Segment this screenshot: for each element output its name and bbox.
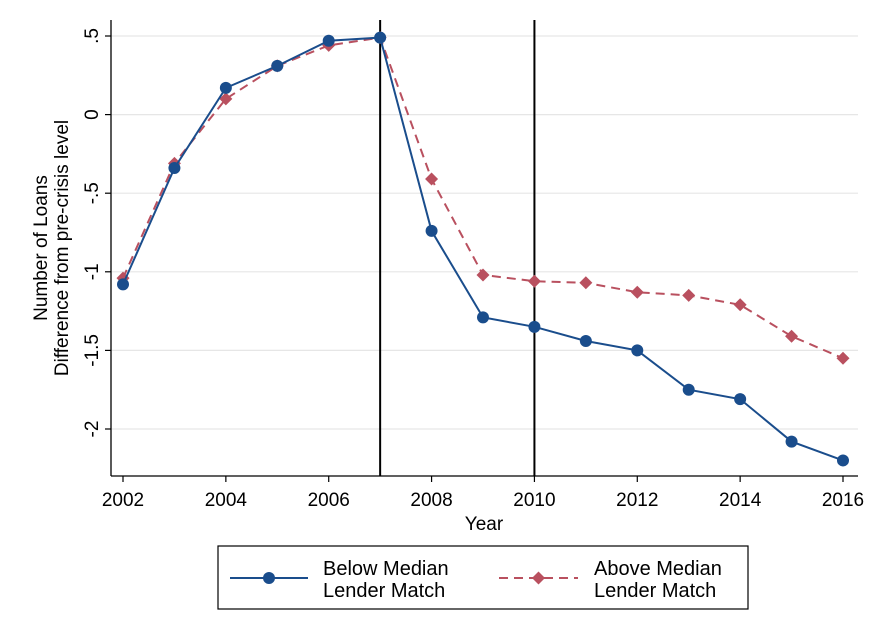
x-tick-label: 2012 <box>616 490 658 511</box>
legend-label-below-median-line-1: Below Median <box>323 558 449 580</box>
x-tick-label: 2002 <box>102 490 144 511</box>
data-point <box>682 288 696 302</box>
data-point <box>579 334 592 347</box>
data-point <box>579 276 593 290</box>
x-tick-label: 2008 <box>410 490 452 511</box>
y-axis-title: Number of Loans Difference from pre-cris… <box>31 120 73 376</box>
y-axis-title-line-1: Number of Loans <box>31 175 52 321</box>
data-point <box>476 268 490 282</box>
y-tick-label: -2 <box>82 421 103 438</box>
gridlines <box>111 35 858 430</box>
data-point <box>271 59 284 72</box>
data-point <box>682 383 695 396</box>
data-point <box>734 393 747 406</box>
y-tick-label: 0 <box>82 109 103 120</box>
x-axis-ticks: 2002 2004 2006 2008 2010 2012 2014 2016 <box>102 476 864 511</box>
data-point <box>528 320 541 333</box>
event-lines <box>379 20 536 476</box>
x-tick-label: 2006 <box>308 490 350 511</box>
x-tick-label: 2014 <box>719 490 762 511</box>
legend-marker <box>532 571 545 585</box>
y-axis-title-line-2: Difference from pre-crisis level <box>52 120 73 376</box>
data-point <box>425 224 438 237</box>
y-tick-label: -.5 <box>82 182 103 204</box>
data-point <box>374 31 387 44</box>
legend: Below Median Lender Match Above Median L… <box>217 545 749 610</box>
x-axis-title: Year <box>465 514 504 535</box>
data-point <box>527 274 541 288</box>
legend-key-above-median <box>499 571 578 585</box>
data-point <box>785 435 798 448</box>
series-below-median <box>117 31 849 467</box>
data-point <box>837 454 849 467</box>
x-tick-label: 2004 <box>205 490 248 511</box>
legend-key-below-median <box>230 572 308 584</box>
data-point <box>117 278 129 291</box>
data-point <box>168 162 181 175</box>
data-point <box>477 311 489 324</box>
data-point <box>322 34 335 47</box>
data-point <box>785 329 799 343</box>
y-tick-label: -1.5 <box>82 334 103 367</box>
x-tick-label: 2010 <box>513 490 555 511</box>
data-point <box>425 172 439 186</box>
series <box>116 31 850 467</box>
y-tick-label: -1 <box>82 263 103 280</box>
legend-marker <box>263 572 275 584</box>
legend-label-below-median-line-2: Lender Match <box>323 580 445 602</box>
legend-label-above-median-line-1: Above Median <box>594 558 722 580</box>
data-point <box>836 351 850 365</box>
legend-label-above-median-line-2: Lender Match <box>594 580 716 602</box>
data-point <box>733 298 747 312</box>
data-point <box>219 92 233 106</box>
data-point <box>219 81 232 94</box>
y-axis-ticks: .5 0 -.5 -1 -1.5 -2 <box>82 28 111 437</box>
y-tick-label: .5 <box>82 28 103 44</box>
x-tick-label: 2016 <box>822 490 864 511</box>
data-point <box>630 285 644 299</box>
data-point <box>631 344 644 357</box>
